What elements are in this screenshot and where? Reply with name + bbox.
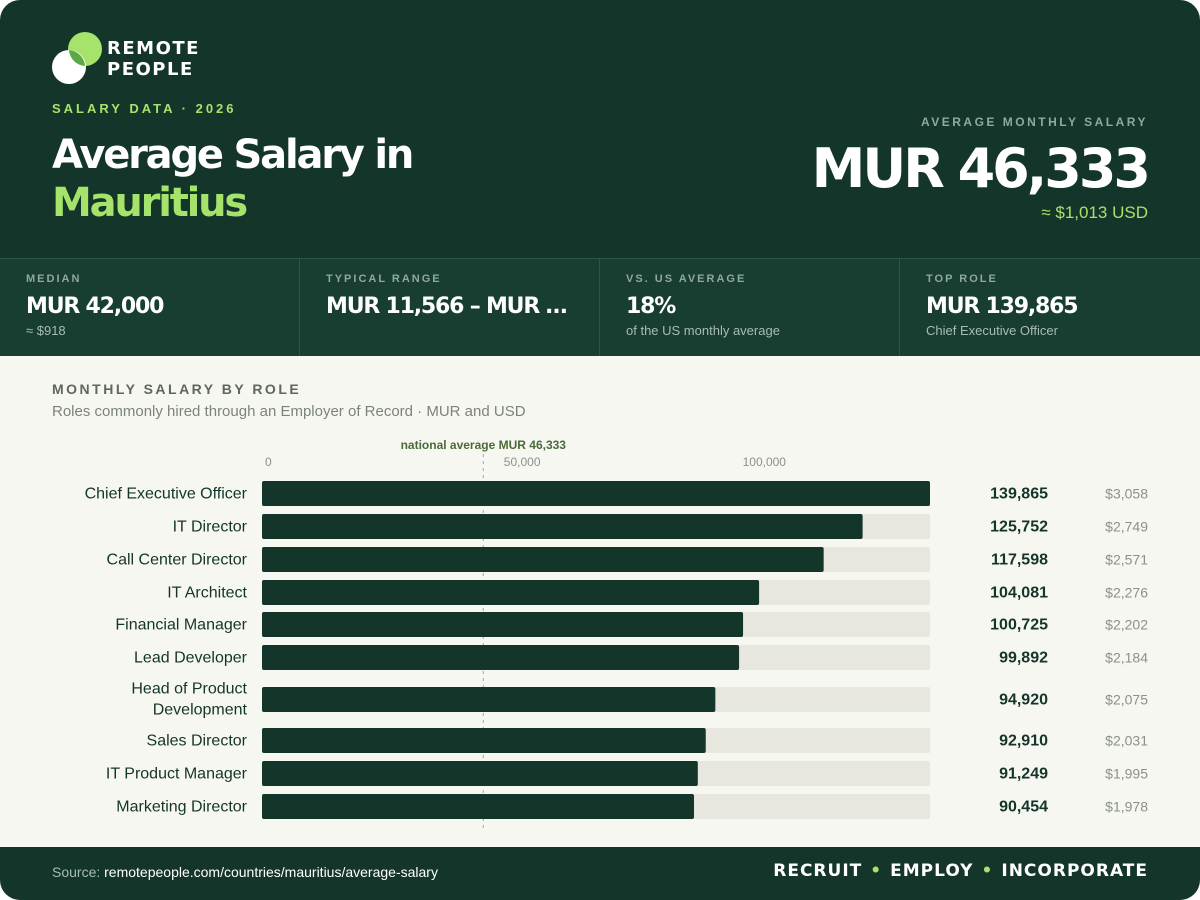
brand-name-line1: REMOTE bbox=[107, 38, 200, 59]
usd-label: $2,276 bbox=[1105, 585, 1148, 601]
bar bbox=[262, 547, 824, 572]
reference-line-label: national average MUR 46,333 bbox=[401, 438, 567, 452]
value-label: 94,920 bbox=[999, 692, 1048, 709]
value-label: 139,865 bbox=[990, 486, 1048, 503]
title-line2: Mauritius bbox=[52, 180, 248, 226]
category-label: Sales Director bbox=[147, 733, 248, 750]
tagline: RECRUIT • EMPLOY • INCORPORATE bbox=[773, 861, 1148, 881]
usd-label: $2,031 bbox=[1105, 733, 1148, 749]
brand-name: REMOTE PEOPLE bbox=[107, 38, 200, 80]
bar bbox=[262, 687, 716, 712]
category-label: Lead Developer bbox=[134, 650, 248, 667]
value-label: 99,892 bbox=[999, 650, 1048, 667]
footer: Source: remotepeople.com/countries/mauri… bbox=[0, 847, 1200, 900]
stat-sub: of the US monthly average bbox=[626, 323, 780, 338]
eyebrow: SALARY DATA · 2026 bbox=[52, 101, 237, 116]
category-label: Call Center Director bbox=[107, 552, 248, 569]
usd-label: $1,978 bbox=[1105, 799, 1148, 815]
stat-top-role: TOP ROLE MUR 139,865 Chief Executive Off… bbox=[900, 259, 1200, 356]
usd-label: $3,058 bbox=[1105, 486, 1148, 502]
stat-label: TYPICAL RANGE bbox=[326, 273, 442, 285]
x-tick-label: 100,000 bbox=[743, 455, 787, 469]
value-label: 117,598 bbox=[991, 552, 1048, 569]
bar bbox=[262, 794, 695, 819]
stat-label: VS. US AVERAGE bbox=[626, 273, 747, 285]
value-label: 90,454 bbox=[999, 799, 1048, 816]
category-label: Financial Manager bbox=[115, 617, 247, 634]
tagline-separator: • bbox=[870, 861, 883, 881]
value-label: 100,725 bbox=[990, 617, 1048, 634]
stat-sub: ≈ $918 bbox=[26, 323, 66, 338]
stat-value: 18% bbox=[626, 294, 676, 319]
chart-heading: MONTHLY SALARY BY ROLE bbox=[52, 381, 302, 397]
page-title: Average Salary in Mauritius bbox=[52, 131, 414, 227]
value-label: 92,910 bbox=[999, 733, 1048, 750]
value-label: 91,249 bbox=[999, 766, 1048, 783]
average-salary-usd: ≈ $1,013 USD bbox=[1041, 203, 1148, 222]
salary-bar-chart: 0 50,000 100,000 national average MUR 46,33… bbox=[85, 438, 1148, 828]
source-prefix: Source: bbox=[52, 864, 105, 880]
category-label: IT Architect bbox=[167, 585, 247, 602]
usd-label: $2,075 bbox=[1105, 692, 1148, 708]
header: REMOTE PEOPLE SALARY DATA · 2026 Average… bbox=[0, 0, 1200, 258]
stat-median: MEDIAN MUR 42,000 ≈ $918 bbox=[0, 259, 300, 356]
stat-value: MUR 11,566 – MUR 20… bbox=[326, 294, 576, 319]
brand-logo[interactable]: REMOTE PEOPLE bbox=[52, 32, 212, 84]
tagline-incorporate: INCORPORATE bbox=[1001, 861, 1148, 881]
x-tick-label: 50,000 bbox=[504, 455, 541, 469]
title-line1: Average Salary in bbox=[52, 132, 414, 178]
source-link[interactable]: remotepeople.com/countries/mauritius/ave… bbox=[104, 864, 438, 880]
stat-value: MUR 42,000 bbox=[26, 294, 164, 319]
stat-label: TOP ROLE bbox=[926, 273, 998, 285]
usd-label: $2,749 bbox=[1105, 519, 1148, 535]
bar bbox=[262, 645, 740, 670]
bar bbox=[262, 728, 706, 753]
source-note: Source: remotepeople.com/countries/mauri… bbox=[52, 864, 438, 880]
bar bbox=[262, 514, 863, 539]
brand-name-line2: PEOPLE bbox=[107, 59, 194, 80]
stat-vs-us-average: VS. US AVERAGE 18% of the US monthly ave… bbox=[600, 259, 900, 356]
usd-label: $2,571 bbox=[1105, 552, 1148, 568]
tagline-employ: EMPLOY bbox=[890, 861, 974, 881]
category-label: Chief Executive Officer bbox=[85, 486, 248, 503]
overlapping-circles-icon bbox=[52, 32, 102, 84]
average-salary-value: MUR 46,333 bbox=[811, 137, 1151, 200]
value-label: 104,081 bbox=[990, 585, 1048, 602]
bar bbox=[262, 761, 698, 786]
usd-label: $1,995 bbox=[1105, 766, 1148, 782]
usd-label: $2,184 bbox=[1105, 650, 1148, 666]
stat-value: MUR 139,865 bbox=[926, 294, 1079, 319]
tagline-separator: • bbox=[981, 861, 994, 881]
chart-subtitle: Roles commonly hired through an Employer… bbox=[52, 403, 526, 420]
bar bbox=[262, 612, 744, 637]
stat-label: MEDIAN bbox=[26, 273, 82, 285]
stat-sub: Chief Executive Officer bbox=[926, 323, 1058, 338]
category-label: IT Director bbox=[173, 519, 248, 536]
tagline-recruit: RECRUIT bbox=[773, 861, 863, 881]
x-tick-label: 0 bbox=[265, 455, 272, 469]
stat-typical-range: TYPICAL RANGE MUR 11,566 – MUR 20… bbox=[300, 259, 600, 356]
category-label: IT Product Manager bbox=[106, 766, 248, 783]
value-label: 125,752 bbox=[990, 519, 1048, 536]
bar bbox=[262, 481, 930, 506]
category-label-line2: Development bbox=[153, 702, 248, 719]
stats-strip: MEDIAN MUR 42,000 ≈ $918 TYPICAL RANGE M… bbox=[0, 258, 1200, 356]
category-label: Marketing Director bbox=[116, 799, 247, 816]
average-salary-label: AVERAGE MONTHLY SALARY bbox=[920, 115, 1148, 129]
usd-label: $2,202 bbox=[1105, 617, 1148, 633]
bar bbox=[262, 580, 760, 605]
category-label-line1: Head of Product bbox=[131, 681, 247, 698]
